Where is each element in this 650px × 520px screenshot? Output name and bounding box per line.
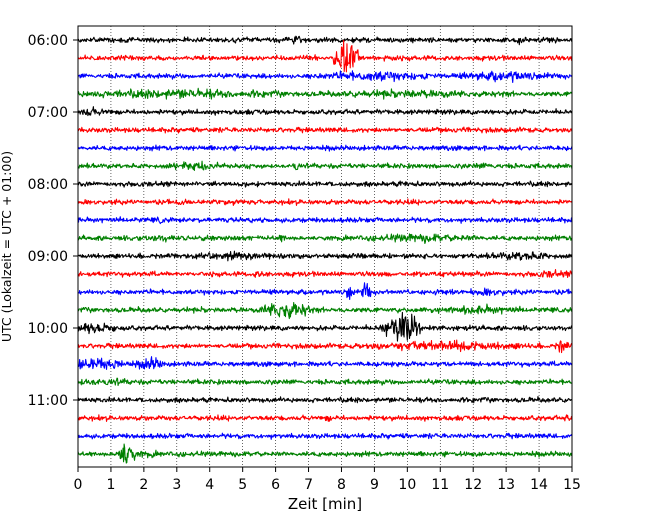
trace-0830 — [77, 216, 573, 225]
x-tick-label: 9 — [370, 477, 379, 493]
x-tick-label: 3 — [172, 477, 181, 493]
trace-0645 — [77, 87, 573, 100]
trace-1030 — [77, 356, 573, 370]
x-axis-title: Zeit [min] — [288, 495, 362, 513]
x-tick-label: 8 — [337, 477, 346, 493]
x-tick-label: 1 — [106, 477, 115, 493]
y-tick-label: 08:00 — [28, 177, 68, 193]
trace-0845 — [77, 233, 573, 245]
trace-1015 — [77, 339, 573, 354]
trace-0745 — [77, 160, 573, 172]
seismogram-traces — [77, 35, 573, 464]
trace-0630 — [77, 70, 573, 83]
plot-frame — [77, 25, 573, 468]
trace-0915 — [77, 269, 573, 279]
trace-0900 — [77, 250, 573, 262]
x-tick-label: 2 — [139, 477, 148, 493]
x-tick-label: 5 — [238, 477, 247, 493]
x-tick-label: 6 — [271, 477, 280, 493]
trace-0815 — [77, 198, 573, 206]
x-tick-label: 11 — [431, 477, 449, 493]
trace-1145 — [77, 443, 573, 464]
x-tick-label: 14 — [530, 477, 548, 493]
trace-0930 — [77, 282, 573, 301]
trace-0715 — [77, 126, 573, 134]
trace-0615 — [77, 39, 573, 73]
trace-0600 — [77, 35, 573, 46]
x-tick-label: 12 — [464, 477, 482, 493]
y-axis-ticks: 06:00 07:00 08:00 09:00 10:00 11:00 — [28, 33, 78, 409]
y-tick-label: 07:00 — [28, 105, 68, 121]
trace-1130 — [77, 432, 573, 440]
trace-0945 — [77, 301, 573, 320]
y-tick-label: 09:00 — [28, 249, 68, 265]
x-tick-label: 0 — [74, 477, 83, 493]
trace-1045 — [77, 377, 573, 387]
x-axis-ticks: 0 1 2 3 4 5 6 7 8 9 10 11 12 13 14 15 — [74, 467, 581, 493]
x-tick-label: 7 — [304, 477, 313, 493]
trace-1000 — [77, 311, 573, 342]
x-tick-label: 13 — [497, 477, 515, 493]
trace-1115 — [77, 414, 573, 422]
x-tick-label: 15 — [563, 477, 581, 493]
y-tick-label: 06:00 — [28, 33, 68, 49]
y-axis-title: UTC (Lokalzeit = UTC + 01:00) — [0, 151, 14, 342]
trace-0800 — [77, 180, 573, 188]
trace-0700 — [77, 106, 573, 117]
x-tick-label: 4 — [205, 477, 214, 493]
y-tick-label: 10:00 — [28, 321, 68, 337]
trace-1100 — [77, 396, 573, 404]
x-tick-label: 10 — [398, 477, 416, 493]
y-tick-label: 11:00 — [28, 393, 68, 409]
trace-0730 — [77, 144, 573, 152]
